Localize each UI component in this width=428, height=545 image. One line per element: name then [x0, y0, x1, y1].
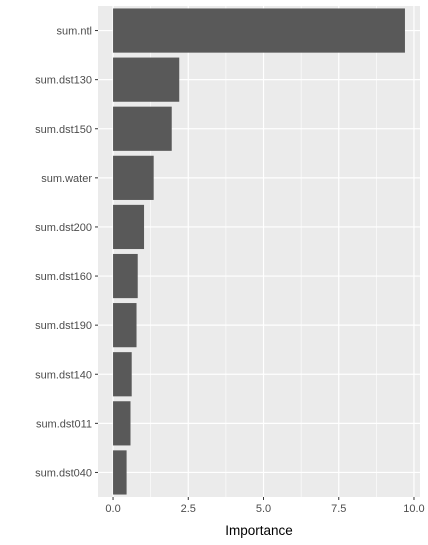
bar-sum-dst011: [113, 401, 130, 445]
y-tick-label: sum.dst130: [35, 75, 92, 87]
y-tick-label: sum.dst150: [35, 124, 92, 136]
x-axis-title: Importance: [225, 523, 293, 538]
y-tick-label: sum.dst140: [35, 369, 92, 381]
bar-sum-dst150: [113, 107, 172, 151]
y-tick-label: sum.dst160: [35, 271, 92, 283]
y-tick-label: sum.dst190: [35, 320, 92, 332]
x-tick-label: 7.5: [331, 503, 346, 515]
bar-sum-ntl: [113, 8, 405, 52]
y-tick-label: sum.dst200: [35, 222, 92, 234]
x-axis-ticks: 0.0 2.5 5.0 7.5 10.0: [105, 497, 424, 515]
y-axis-ticks: sum.ntl sum.dst130 sum.dst150 sum.water sum.…: [35, 26, 98, 480]
y-tick-label: sum.dst040: [35, 467, 92, 479]
bar-sum-dst160: [113, 254, 138, 298]
y-tick-label: sum.dst011: [36, 418, 92, 430]
y-tick-label: sum.water: [41, 173, 92, 185]
y-tick-label: sum.ntl: [57, 26, 92, 38]
bar-sum-dst040: [113, 450, 127, 494]
bar-sum-dst130: [113, 58, 179, 102]
x-tick-label: 10.0: [403, 503, 424, 515]
bar-sum-water: [113, 156, 154, 200]
x-tick-label: 5.0: [256, 503, 271, 515]
bar-sum-dst140: [113, 352, 132, 396]
bar-sum-dst200: [113, 205, 144, 249]
bar-sum-dst190: [113, 303, 136, 347]
x-tick-label: 2.5: [181, 503, 196, 515]
x-tick-label: 0.0: [105, 503, 120, 515]
